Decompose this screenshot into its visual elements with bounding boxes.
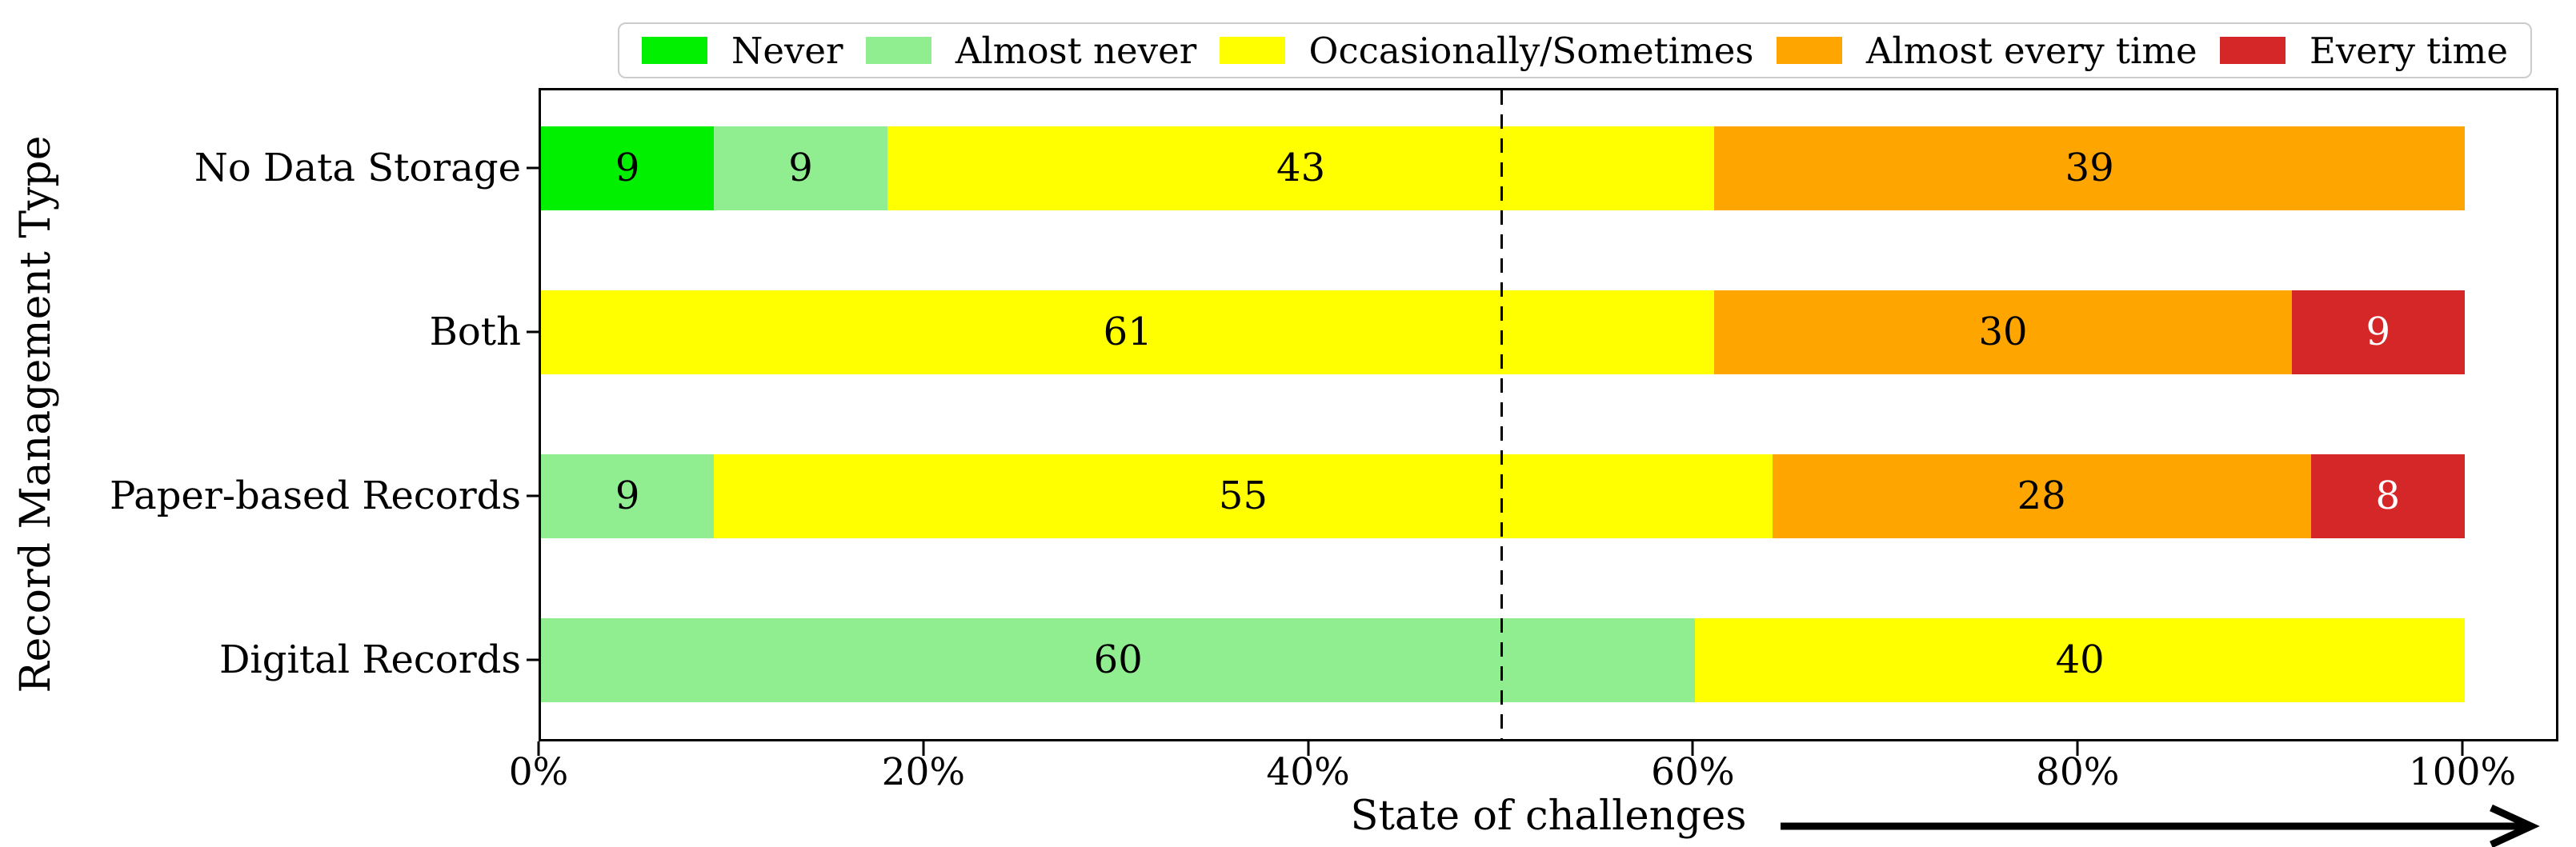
bar-segment-value: 9 [615, 146, 640, 190]
bar-segment: 40 [1695, 617, 2465, 702]
bar-row: 9 9 43 39 [541, 126, 2465, 210]
x-tick-mark [1691, 741, 1694, 756]
bar-segment: 61 [541, 290, 1715, 374]
bar-segment-value: 61 [1103, 310, 1152, 354]
x-tick-mark [2461, 741, 2464, 756]
legend-label: Almost never [955, 29, 1197, 72]
bar-segment-value: 30 [1978, 310, 2028, 354]
bar-segment: 39 [1714, 126, 2465, 210]
bar-segment: 9 [2291, 290, 2465, 374]
legend-swatch [865, 37, 931, 64]
y-tick-label: No Data Storage [194, 146, 521, 190]
bar-segment: 9 [541, 126, 715, 210]
legend-item: Almost every time [1776, 29, 2197, 72]
x-tick-mark [922, 741, 925, 756]
y-tick-mark [527, 166, 539, 170]
y-tick-label: Both [429, 310, 521, 354]
x-tick-label: 80% [2035, 750, 2120, 794]
bar-row: 61 30 9 [541, 290, 2465, 374]
bar-segment: 28 [1772, 453, 2311, 538]
legend-item: Almost never [865, 29, 1197, 72]
bar-segment-value: 55 [1218, 473, 1268, 518]
x-tick-mark [1307, 741, 1310, 756]
legend-label: Almost every time [1865, 29, 2197, 72]
x-axis-title: State of challenges [1350, 793, 1747, 840]
y-tick-label: Digital Records [218, 637, 521, 682]
bar-segment: 30 [1714, 290, 2292, 374]
x-tick-mark [537, 741, 540, 756]
reference-line-50pct [1500, 90, 1503, 739]
y-tick-mark [527, 494, 539, 497]
bar-segment-value: 9 [2366, 310, 2391, 354]
legend-swatch [2220, 37, 2286, 64]
y-axis-title: Record Management Type [12, 135, 60, 693]
bar-segment: 60 [541, 617, 1696, 702]
legend-swatch [642, 37, 707, 64]
legend-label: Never [731, 29, 843, 72]
bar-segment-value: 43 [1276, 146, 1326, 190]
bar-segment-value: 28 [2017, 473, 2066, 518]
bar-segment-value: 60 [1093, 637, 1143, 682]
x-tick-label: 100% [2408, 750, 2517, 794]
y-tick-mark [527, 658, 539, 661]
legend-item: Never [642, 33, 843, 69]
bar-segment-value: 9 [615, 473, 640, 518]
bar-segment-value: 39 [2065, 146, 2114, 190]
x-tick-label: 0% [508, 750, 569, 794]
chart-legend: Never Almost never Occasionally/Sometimes A… [618, 22, 2532, 78]
legend-label: Every time [2310, 29, 2508, 72]
bar-row: 9 55 28 8 [541, 453, 2465, 538]
x-tick-label: 40% [1266, 750, 1350, 794]
bar-segment: 9 [714, 126, 887, 210]
x-tick-mark [2076, 741, 2079, 756]
x-axis-direction-arrow [1781, 804, 2540, 847]
bar-row: 60 40 [541, 617, 2465, 702]
x-tick-label: 60% [1651, 750, 1735, 794]
bar-segment-value: 40 [2055, 637, 2105, 682]
x-tick-label: 20% [881, 750, 966, 794]
bar-segment: 9 [541, 453, 715, 538]
legend-swatch [1776, 37, 1842, 64]
y-tick-label: Paper-based Records [109, 473, 521, 518]
legend-label: Occasionally/Sometimes [1308, 29, 1754, 72]
bar-segment-value: 9 [788, 146, 813, 190]
legend-swatch [1219, 37, 1285, 64]
bar-segment-value: 8 [2375, 473, 2401, 518]
y-tick-mark [527, 330, 539, 334]
bar-segment: 55 [714, 453, 1773, 538]
legend-item: Every time [2220, 33, 2508, 69]
bar-segment: 8 [2310, 453, 2465, 538]
legend-item: Occasionally/Sometimes [1219, 29, 1754, 72]
plot-area: 9 9 43 39 61 30 9 9 55 28 8 60 40 [539, 88, 2558, 741]
bar-segment: 43 [887, 126, 1715, 210]
